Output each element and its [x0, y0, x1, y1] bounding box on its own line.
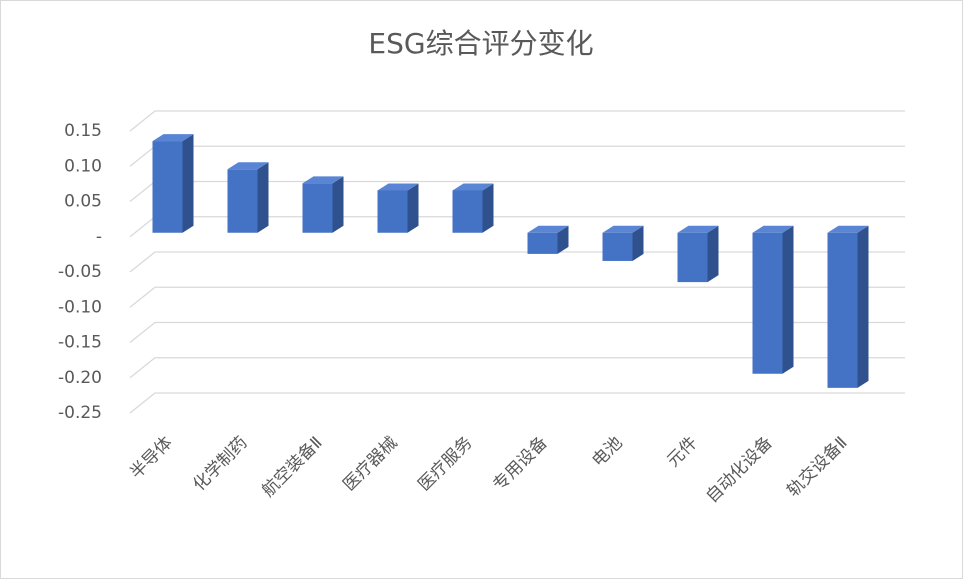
bar-top: [527, 225, 569, 233]
grid-line: [129, 392, 905, 414]
bar: [152, 141, 183, 233]
bar-top: [452, 183, 494, 191]
grid-line: [129, 251, 905, 273]
y-tick-label: -0.15: [58, 333, 102, 353]
bar: [302, 183, 333, 233]
bar: [377, 190, 408, 233]
bar-top: [302, 176, 344, 184]
bar-side: [857, 225, 869, 388]
grid-line: [129, 110, 905, 132]
y-tick-label: 0.10: [64, 156, 102, 176]
y-tick-label: 0.05: [64, 192, 102, 212]
bar: [752, 232, 783, 374]
grid-line: [129, 286, 905, 308]
bar-side: [407, 183, 419, 233]
bar-top: [752, 225, 794, 233]
bar: [677, 232, 708, 283]
y-tick-label: -0.10: [58, 297, 102, 317]
bar-side: [632, 225, 644, 261]
bar-top: [602, 225, 644, 233]
bar-top: [227, 162, 269, 170]
bar: [602, 232, 633, 261]
bar-side: [332, 176, 344, 233]
y-tick-label: -0.05: [58, 262, 102, 282]
bar-side: [782, 225, 794, 374]
bar-top: [152, 134, 194, 142]
bar-side: [707, 225, 719, 283]
bar: [527, 232, 558, 254]
grid-line: [129, 357, 905, 379]
bar-top: [677, 225, 719, 233]
bar: [827, 232, 858, 388]
bar-side: [557, 225, 569, 254]
bar: [227, 169, 258, 233]
bar-top: [827, 225, 869, 233]
y-tick-label: 0.15: [64, 121, 102, 141]
bar-side: [182, 134, 194, 233]
grid-line: [129, 321, 905, 344]
bar-side: [482, 183, 494, 233]
chart-title: ESG综合评分变化: [368, 27, 593, 60]
bar-side: [257, 162, 269, 233]
bar: [452, 190, 483, 233]
y-tick-label: -0.20: [58, 368, 102, 388]
y-tick-label: -: [96, 227, 102, 247]
y-tick-label: -0.25: [58, 403, 102, 423]
bar-top: [377, 183, 419, 191]
